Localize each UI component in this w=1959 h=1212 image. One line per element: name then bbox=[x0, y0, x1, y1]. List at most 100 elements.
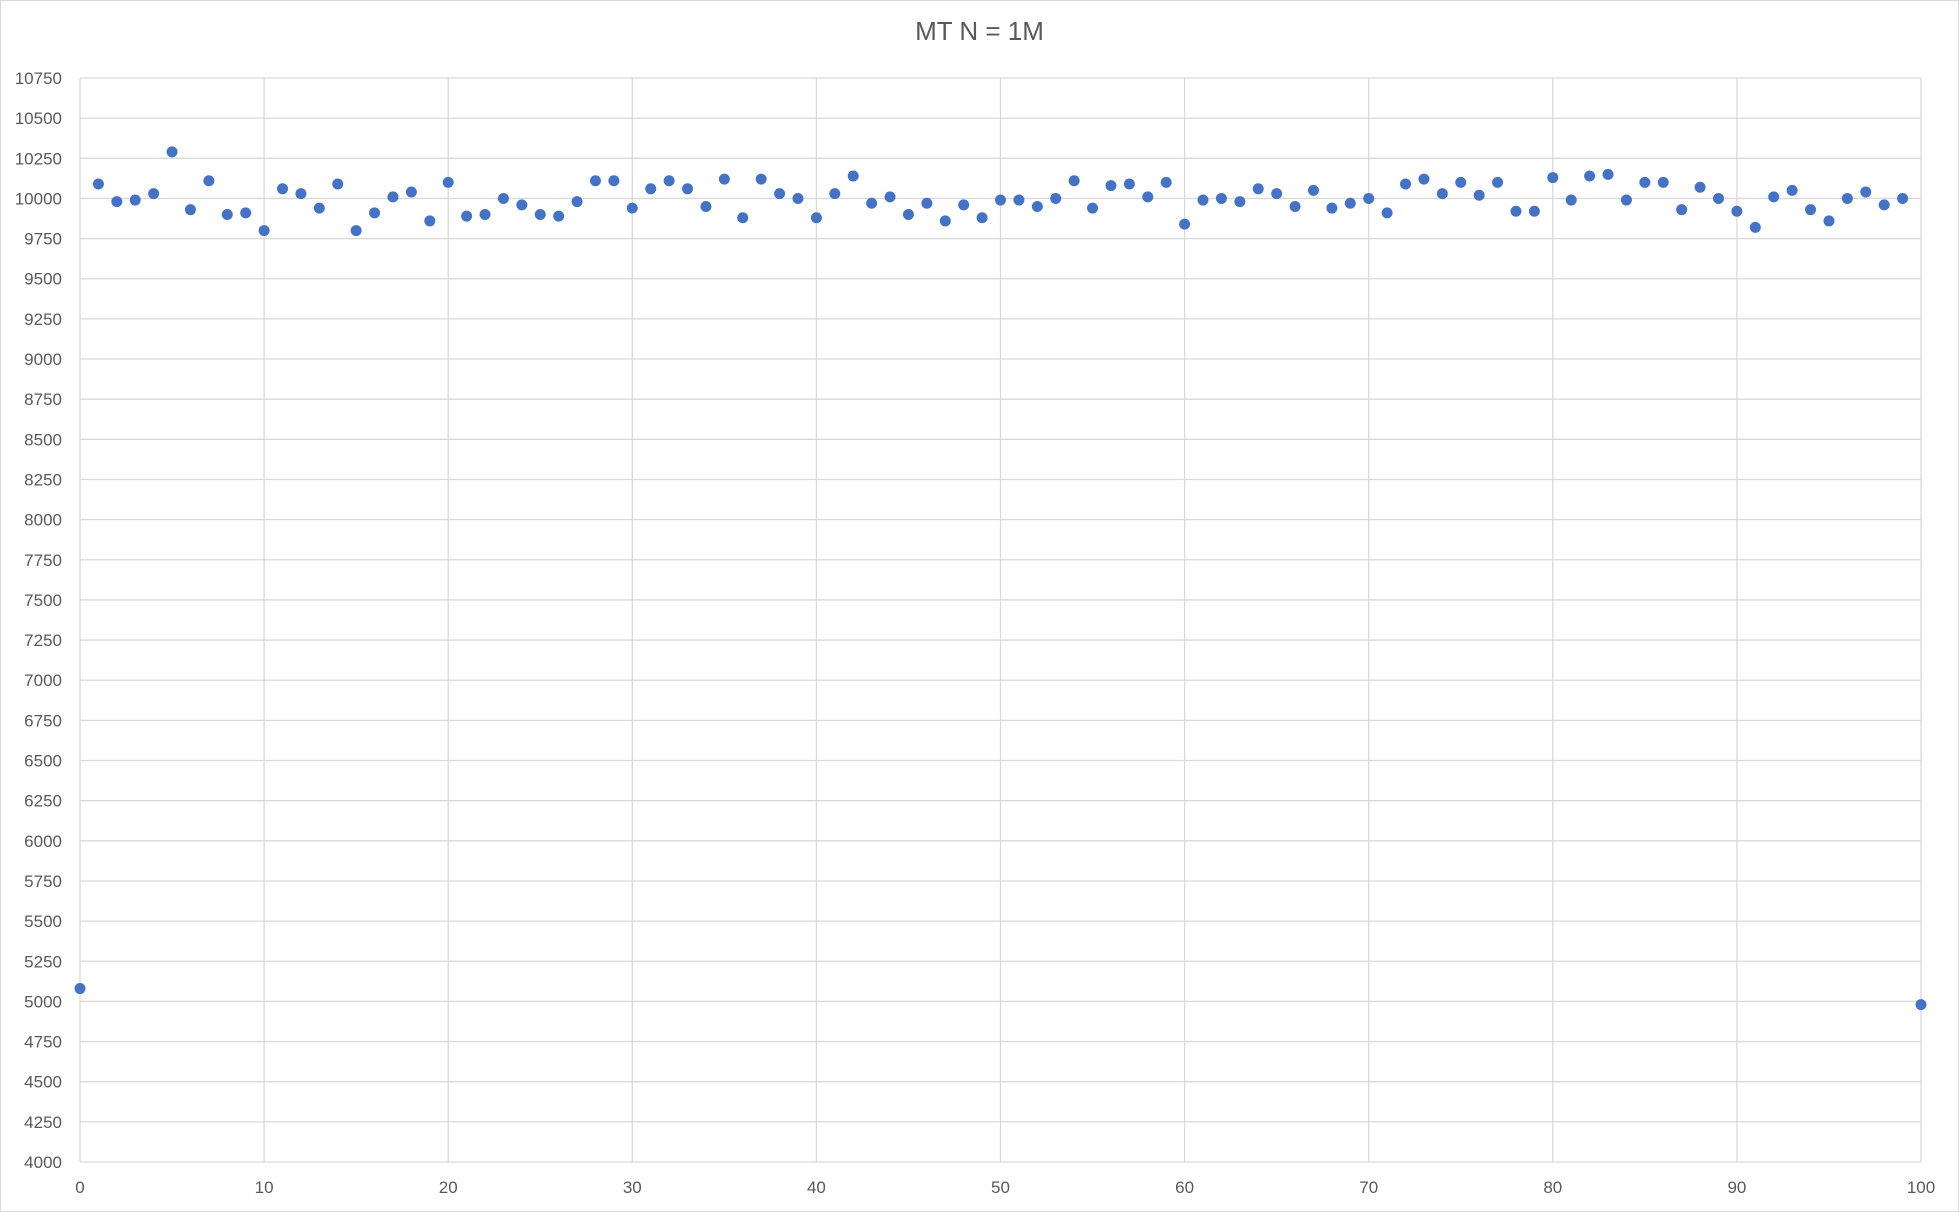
data-point bbox=[92, 178, 104, 190]
data-point bbox=[313, 202, 325, 214]
data-point bbox=[203, 175, 215, 187]
data-point bbox=[424, 215, 436, 227]
y-tick-label: 4750 bbox=[24, 1033, 62, 1052]
y-tick-label: 10500 bbox=[15, 109, 62, 128]
data-point bbox=[1786, 184, 1798, 196]
data-point bbox=[755, 173, 767, 185]
data-point bbox=[1731, 205, 1743, 217]
x-tick-label: 10 bbox=[255, 1178, 274, 1197]
data-point bbox=[663, 175, 675, 187]
data-point bbox=[1289, 200, 1301, 212]
data-point bbox=[1805, 204, 1817, 216]
x-tick-label: 60 bbox=[1175, 1178, 1194, 1197]
data-point bbox=[1639, 176, 1651, 188]
data-point bbox=[1768, 191, 1780, 203]
data-point bbox=[1712, 192, 1724, 204]
data-point bbox=[645, 183, 657, 195]
y-tick-label: 4500 bbox=[24, 1073, 62, 1092]
data-point bbox=[497, 192, 509, 204]
data-point bbox=[902, 209, 914, 221]
data-point bbox=[1492, 176, 1504, 188]
data-point bbox=[921, 197, 933, 209]
y-tick-label: 6500 bbox=[24, 752, 62, 771]
data-point bbox=[461, 210, 473, 222]
data-point bbox=[553, 210, 565, 222]
data-point bbox=[1381, 207, 1393, 219]
data-point bbox=[111, 196, 123, 208]
data-point bbox=[1234, 196, 1246, 208]
data-point bbox=[626, 202, 638, 214]
data-points bbox=[74, 146, 1927, 1011]
data-point bbox=[718, 173, 730, 185]
y-tick-label: 10750 bbox=[15, 69, 62, 88]
data-point bbox=[866, 197, 878, 209]
y-tick-label: 7000 bbox=[24, 671, 62, 690]
y-axis-tick-labels: 4000 4250 4500 4750 5000 5250 5500 5750 6000 6250… bbox=[15, 69, 62, 1172]
data-point bbox=[1676, 204, 1688, 216]
data-point bbox=[958, 199, 970, 211]
y-tick-label: 10250 bbox=[15, 149, 62, 168]
data-point bbox=[1436, 188, 1448, 200]
data-point bbox=[1823, 215, 1835, 227]
y-tick-label: 7250 bbox=[24, 631, 62, 650]
data-point bbox=[129, 194, 141, 206]
data-point bbox=[1915, 999, 1927, 1011]
y-tick-label: 5500 bbox=[24, 912, 62, 931]
data-point bbox=[1657, 176, 1669, 188]
data-point bbox=[277, 183, 289, 195]
x-tick-label: 80 bbox=[1543, 1178, 1562, 1197]
data-point bbox=[1749, 221, 1761, 233]
data-point bbox=[1602, 168, 1614, 180]
y-tick-label: 8750 bbox=[24, 390, 62, 409]
y-tick-label: 8500 bbox=[24, 430, 62, 449]
data-point bbox=[1068, 175, 1080, 187]
y-tick-label: 7750 bbox=[24, 551, 62, 570]
data-point bbox=[534, 209, 546, 221]
data-point bbox=[1841, 192, 1853, 204]
x-tick-label: 50 bbox=[991, 1178, 1010, 1197]
data-point bbox=[1179, 218, 1191, 230]
data-point bbox=[1363, 192, 1375, 204]
y-tick-label: 9500 bbox=[24, 270, 62, 289]
data-point bbox=[1031, 200, 1043, 212]
data-point bbox=[1326, 202, 1338, 214]
data-point bbox=[1105, 180, 1117, 192]
data-point bbox=[1455, 176, 1467, 188]
data-point bbox=[240, 207, 252, 219]
data-point bbox=[332, 178, 344, 190]
y-tick-label: 6250 bbox=[24, 792, 62, 811]
data-point bbox=[184, 204, 196, 216]
data-point bbox=[1584, 170, 1596, 182]
data-point bbox=[166, 146, 178, 158]
y-tick-label: 4250 bbox=[24, 1113, 62, 1132]
data-point bbox=[1510, 205, 1522, 217]
data-point bbox=[350, 225, 362, 237]
data-point bbox=[1307, 184, 1319, 196]
y-tick-label: 7500 bbox=[24, 591, 62, 610]
data-point bbox=[1565, 194, 1577, 206]
data-point bbox=[1087, 202, 1099, 214]
data-point bbox=[369, 207, 381, 219]
data-point bbox=[1050, 192, 1062, 204]
data-point bbox=[1473, 189, 1485, 201]
data-point bbox=[737, 212, 749, 224]
data-point bbox=[295, 188, 307, 200]
y-tick-label: 8250 bbox=[24, 470, 62, 489]
y-tick-label: 6750 bbox=[24, 711, 62, 730]
data-point bbox=[1215, 192, 1227, 204]
data-point bbox=[1694, 181, 1706, 193]
chart-title: MT N = 1M bbox=[915, 16, 1044, 46]
data-point bbox=[1400, 178, 1412, 190]
y-tick-label: 5000 bbox=[24, 992, 62, 1011]
data-point bbox=[976, 212, 988, 224]
y-tick-label: 8000 bbox=[24, 511, 62, 530]
data-point bbox=[1197, 194, 1209, 206]
data-point bbox=[810, 212, 822, 224]
data-point bbox=[479, 209, 491, 221]
data-point bbox=[1860, 186, 1872, 198]
y-tick-label: 9000 bbox=[24, 350, 62, 369]
x-axis-tick-labels: 0 10 20 30 40 50 60 70 80 90 100 bbox=[75, 1178, 1935, 1197]
y-tick-label: 6000 bbox=[24, 832, 62, 851]
